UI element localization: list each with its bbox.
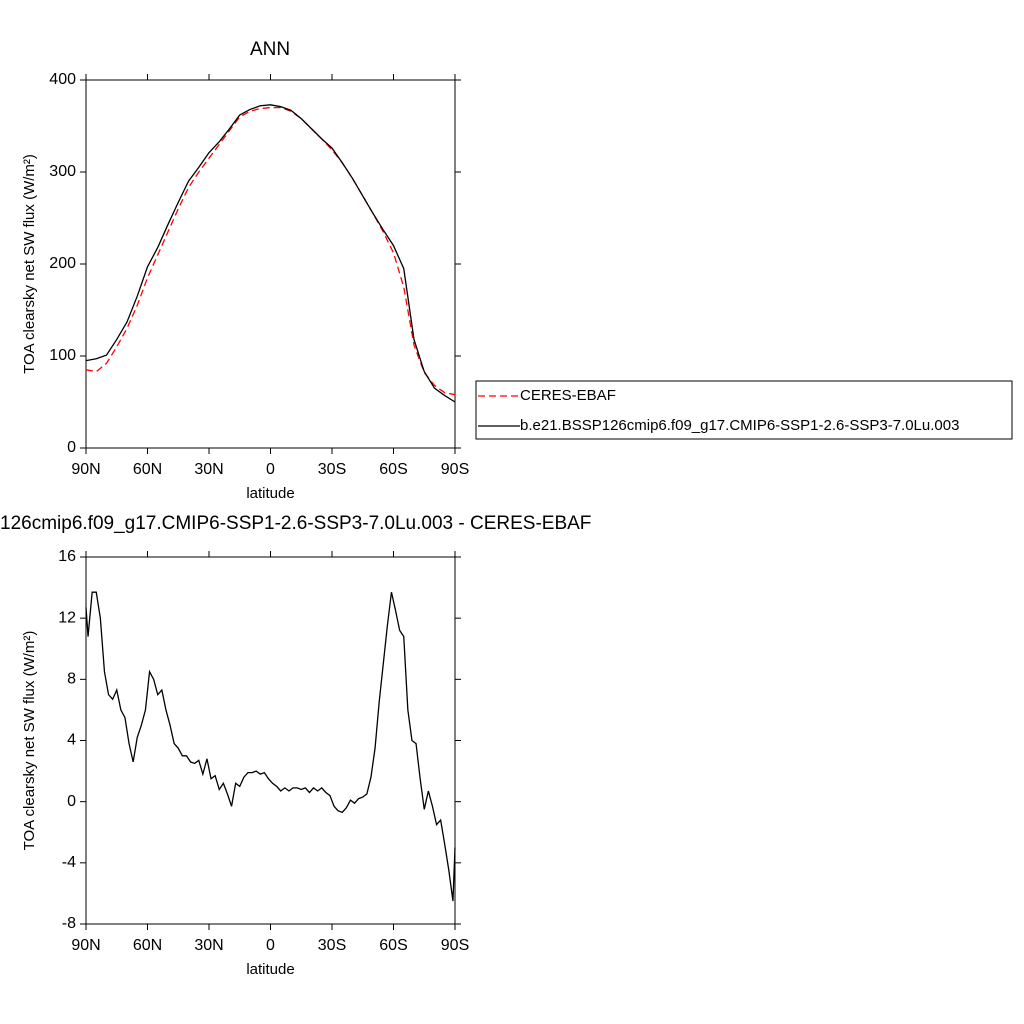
x-tick-label: 0 [266,937,275,954]
legend-label: CERES-EBAF [520,387,616,404]
x-tick-label: 90S [441,937,469,954]
chart-title: ANN [250,39,290,60]
y-tick-label: 12 [58,609,76,626]
y-tick-label: 200 [49,255,76,272]
y-tick-label: 100 [49,347,76,364]
y-tick-label: 400 [49,71,76,88]
x-tick-label: 30N [194,937,223,954]
data-line [85,104,456,403]
x-tick-label: 60N [133,937,162,954]
x-tick-label: 90N [71,461,100,478]
data-line [85,591,456,902]
y-tick-label: 4 [67,732,76,749]
x-axis-label: latitude [246,961,294,978]
y-tick-label: 8 [67,671,76,688]
x-tick-label: 30S [318,937,346,954]
x-tick-label: 30N [194,461,223,478]
plot-frame [85,556,456,925]
y-tick-label: 0 [67,439,76,456]
x-tick-label: 60N [133,461,162,478]
data-line [85,106,456,396]
x-tick-label: 60S [379,937,407,954]
y-tick-label: -8 [62,915,76,932]
x-axis-label: latitude [246,485,294,502]
y-tick-label: 16 [58,548,76,565]
plot-frame [85,79,456,449]
y-tick-label: 300 [49,163,76,180]
y-tick-label: -4 [62,854,76,871]
x-tick-label: 90S [441,461,469,478]
y-tick-label: 0 [67,793,76,810]
y-axis-label: TOA clearsky net SW flux (W/m²) [21,154,38,374]
legend-label: b.e21.BSSP126cmip6.f09_g17.CMIP6-SSP1-2.… [520,417,959,434]
x-tick-label: 60S [379,461,407,478]
y-axis-label: TOA clearsky net SW flux (W/m²) [21,631,38,851]
chart-title: 126cmip6.f09_g17.CMIP6-SSP1-2.6-SSP3-7.0… [0,513,591,534]
x-tick-label: 30S [318,461,346,478]
legend-box [475,380,1013,440]
x-tick-label: 0 [266,461,275,478]
x-tick-label: 90N [71,937,100,954]
